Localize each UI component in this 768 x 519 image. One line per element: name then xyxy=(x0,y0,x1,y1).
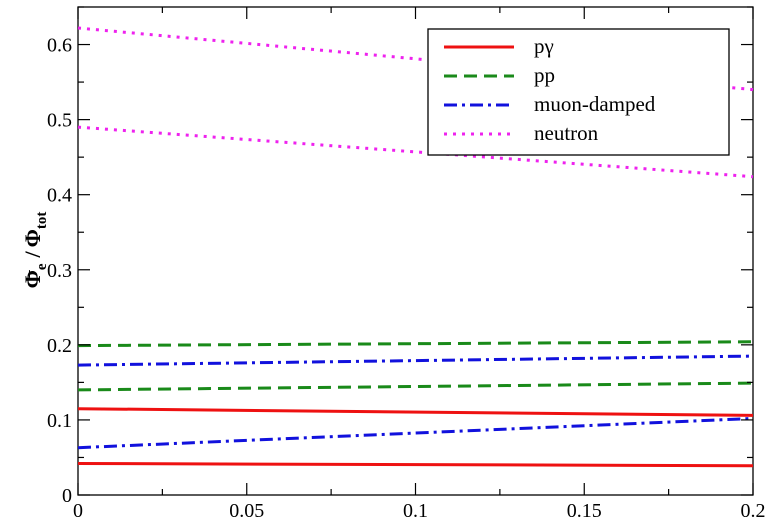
y-tick-label: 0.4 xyxy=(47,185,72,207)
series-line-3-pp xyxy=(77,381,754,392)
series-line-4-muon-damped xyxy=(77,354,754,367)
y-tick-label: 0.3 xyxy=(47,260,72,282)
y-tick-label: 0.2 xyxy=(47,335,72,357)
x-tick-label: 0.2 xyxy=(741,500,766,519)
series-line-0-p- xyxy=(77,407,754,417)
series-line-1-p- xyxy=(77,462,754,468)
svg-text:Φe/Φtot: Φe / Φtot xyxy=(20,212,50,289)
legend-label-muon-damped: muon-damped xyxy=(534,92,656,116)
series-layer xyxy=(77,26,754,468)
y-tick-label: 0 xyxy=(62,485,72,507)
y-tick-label: 0.6 xyxy=(47,35,72,57)
y-axis-title: Φe / Φtot – xyxy=(20,212,50,289)
x-tick-label: 0.05 xyxy=(229,500,264,519)
x-tick-label: 0 xyxy=(73,500,83,519)
legend-label-neutron: neutron xyxy=(534,121,599,145)
legend-label-pp: pp xyxy=(534,63,555,87)
legend-box xyxy=(427,28,730,156)
y-title-sub-e: e xyxy=(34,263,50,270)
x-tick-label: 0.15 xyxy=(567,500,602,519)
ticks-layer: 0 0.05 0.1 0.15 0.2 0 0.1 0.2 0.3 0.4 0.5 0.6 xyxy=(47,6,766,519)
y-title-phi-total: Φ xyxy=(20,229,45,247)
y-title-overbar: – xyxy=(21,270,37,279)
x-tick-label: 0.1 xyxy=(403,500,428,519)
y-tick-label: 0.5 xyxy=(47,110,72,132)
series-line-5-muon-damped xyxy=(77,416,754,450)
series-line-2-pp xyxy=(77,340,754,348)
legend-label-pgamma: pγ xyxy=(534,34,554,58)
y-title-sub-tot: tot xyxy=(34,212,50,230)
y-title-divider: / xyxy=(20,250,45,258)
legend: pγ pp muon-damped neutron xyxy=(427,28,730,156)
y-title-phi: Φ xyxy=(20,270,45,288)
y-tick-label: 0.1 xyxy=(47,410,72,432)
